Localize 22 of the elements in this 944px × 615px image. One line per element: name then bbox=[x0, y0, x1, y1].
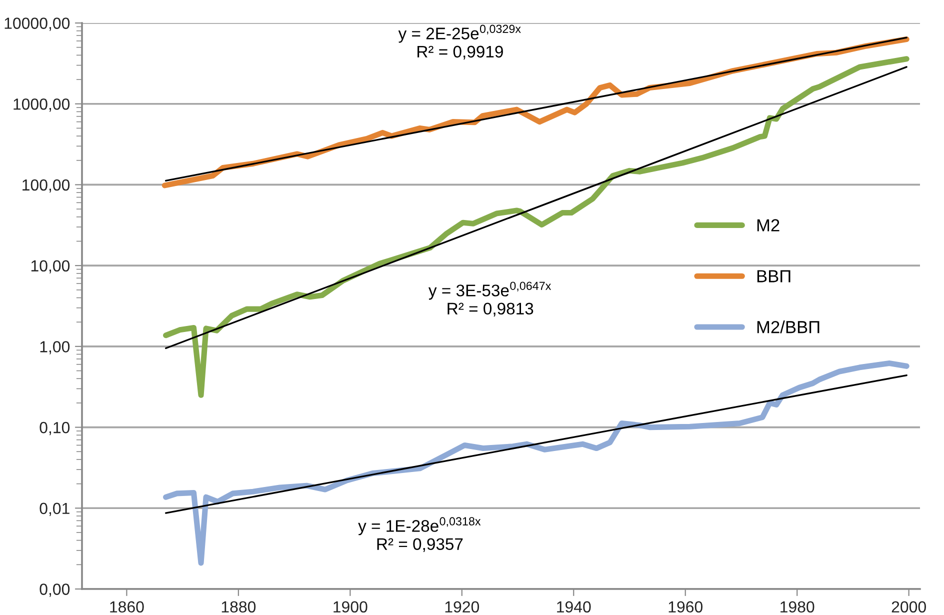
annotation: y = 1E-28e$^{0,0318x}$ R² = 0,9357 bbox=[358, 517, 481, 552]
annotation: y = 3E-53e$^{0,0647x}$ R² = 0,9813 bbox=[428, 282, 552, 317]
x-tick-label: 1940 bbox=[557, 601, 591, 613]
y-tick-label: 0,01 bbox=[40, 502, 70, 516]
y-tick-label: 0,10 bbox=[40, 422, 70, 436]
legend-label: ВВП bbox=[757, 270, 790, 282]
y-tick-label: 1000,00 bbox=[14, 98, 70, 112]
y-tick-label: 0,00 bbox=[40, 584, 70, 597]
legend-label: М2/ВВП bbox=[757, 320, 820, 334]
x-tick-label: 1900 bbox=[334, 601, 368, 613]
y-tick-label: 10000,00 bbox=[4, 18, 70, 31]
x-tick-label: 1880 bbox=[222, 601, 256, 613]
legend-label: М2 bbox=[757, 219, 780, 232]
y-tick-label: 100,00 bbox=[22, 179, 70, 193]
annotation: y = 2E-25e$^{0,0329x}$ R² = 0,9919 bbox=[398, 24, 521, 60]
x-tick-label: 1960 bbox=[668, 601, 703, 613]
x-tick-label: 1980 bbox=[780, 601, 814, 613]
x-tick-label: 1860 bbox=[110, 601, 144, 613]
x-tick-label: 2000 bbox=[892, 601, 926, 613]
x-tick-label: 1920 bbox=[445, 601, 480, 613]
y-tick-label: 10,00 bbox=[31, 260, 70, 274]
y-tick-label: 1,00 bbox=[40, 341, 70, 354]
